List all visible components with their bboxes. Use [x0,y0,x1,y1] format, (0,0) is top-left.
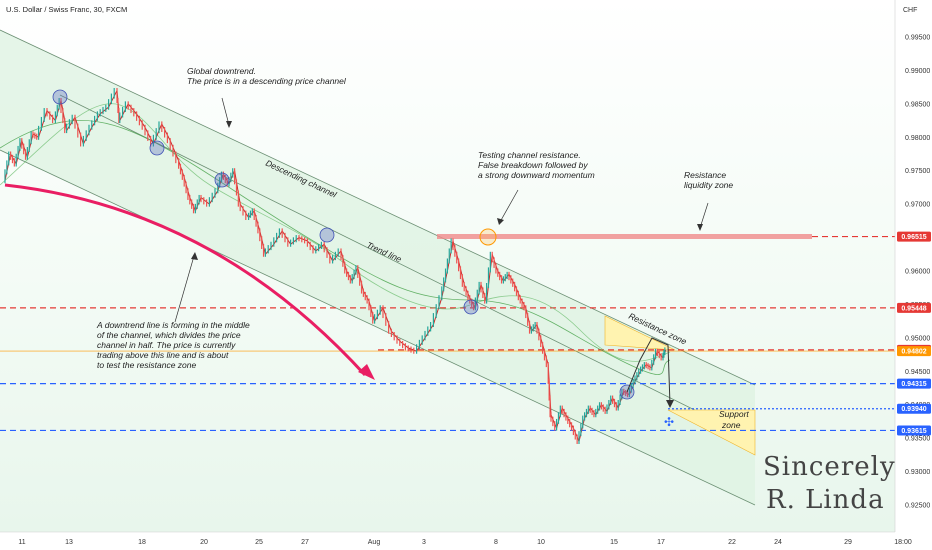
liquidity-zone-note-2: liquidity zone [684,180,733,190]
testing-pointer [499,189,519,223]
y-tick-label: 0.96000 [905,269,930,276]
channel-lower-line [0,149,756,506]
y-tick-label: 0.98500 [905,101,930,108]
chart-title: U.S. Dollar / Swiss Franc, 30, FXCM [6,5,127,14]
x-tick-label: 11 [18,539,25,546]
global-pointer [221,97,230,126]
price-axis-ticks: 0.925000.930000.935000.940000.945000.950… [905,35,930,510]
currency-label: CHF [903,7,917,14]
testing-resistance-note-2: False breakdown followed by [478,160,588,170]
price-level-badge [897,231,931,242]
projected-path [626,337,671,406]
x-tick-label: 13 [65,539,73,546]
x-tick-label: 22 [728,539,736,546]
liquidity-pointer-head [697,224,703,231]
testing-resistance-note-3: a strong downward momentum [478,170,595,180]
touch-circle-2 [149,140,165,156]
price-level-badge [897,378,931,389]
trendline-note-4: trading above this line and is about [97,350,229,360]
moving-average-slow [0,120,671,375]
price-level-badge [897,403,931,414]
y-tick-label: 0.93500 [905,436,930,443]
trend-curve-arrow-head [358,364,375,380]
touch-circle-1 [52,89,68,105]
liquidity-zone-note: Resistance [684,170,726,180]
resistance-zone [604,315,676,351]
x-tick-label: 15 [610,539,618,546]
trend-curve-arrow [4,183,367,377]
touch-circle-3 [214,172,230,188]
support-zone [667,409,756,456]
descending-channel-fill [0,30,755,505]
liquidity-pointer [699,202,709,229]
x-tick-label: 18 [138,539,146,546]
trendline-note-1: A downtrend line is forming in the middl… [96,320,250,330]
moving-average-fast [0,103,671,362]
y-tick-label: 0.94500 [905,369,930,376]
time-axis-ticks: 11 13 18 20 25 27 Aug 3 8 10 15 17 22 24 29 18:00 [18,539,911,546]
testing-resistance-note: Testing channel resistance. [478,150,581,160]
x-tick-label: 29 [844,539,852,546]
global-downtrend-note: Global downtrend. [187,66,256,76]
crosshair-icon: ✣ [664,415,674,429]
trend-pointer-head [191,252,198,260]
price-level-labels: 0.965150.954480.948200.948020.943150.939… [897,231,931,436]
price-level-value: 0.94802 [901,349,926,356]
y-tick-label: 0.97500 [905,168,930,175]
projected-arrow-head [666,400,674,408]
x-tick-label: 17 [657,539,665,546]
trendline-note-5: to test the resistance zone [97,360,196,370]
touch-circle-4 [319,227,335,243]
x-tick-label: 3 [422,539,426,546]
x-tick-label: 24 [774,539,782,546]
price-level-value: 0.93615 [901,428,926,435]
price-level-badge [897,425,931,436]
x-tick-label: Aug [368,539,381,546]
global-downtrend-note-2: The price is in a descending price chann… [187,76,347,86]
time-axis[interactable] [0,532,932,550]
x-tick-label: 18:00 [894,539,912,546]
signature-line-1: Sincerely [763,452,896,482]
x-tick-label: 25 [255,539,263,546]
liquidity-zone-bar [437,234,812,239]
y-tick-label: 0.93000 [905,469,930,476]
price-level-value: 0.95448 [901,305,926,312]
trendline-note-3: channel in half. The price is currently [97,340,236,350]
y-tick-label: 0.92500 [905,503,930,510]
trendline-note-2: of the channel, which divides the price [97,330,241,340]
price-levels [0,235,895,432]
signature-line-2: R. Linda [766,485,885,515]
y-tick-label: 0.99000 [905,68,930,75]
price-level-value: 0.94315 [901,381,926,388]
y-tick-label: 0.98000 [905,135,930,142]
false-breakdown-circle [479,228,497,246]
trend-pointer [174,255,195,323]
x-tick-label: 10 [537,539,545,546]
price-axis[interactable] [895,0,932,550]
price-level-value: 0.96515 [901,234,926,241]
x-tick-label: 20 [200,539,208,546]
channel-upper-line [0,29,756,386]
y-tick-label: 0.97000 [905,202,930,209]
price-level-badge [897,302,931,313]
touch-circle-5 [463,299,479,315]
price-level-value: 0.93940 [901,406,926,413]
x-tick-label: 27 [301,539,309,546]
support-zone-label-2: zone [721,420,741,430]
x-tick-label: 8 [494,539,498,546]
price-level-badge [897,346,931,357]
testing-pointer-head [497,218,504,225]
y-tick-label: 0.99500 [905,35,930,42]
y-tick-label: 0.95000 [905,335,930,342]
support-zone-label: Support [719,409,749,419]
global-pointer-head [226,121,232,128]
candles [4,87,666,444]
